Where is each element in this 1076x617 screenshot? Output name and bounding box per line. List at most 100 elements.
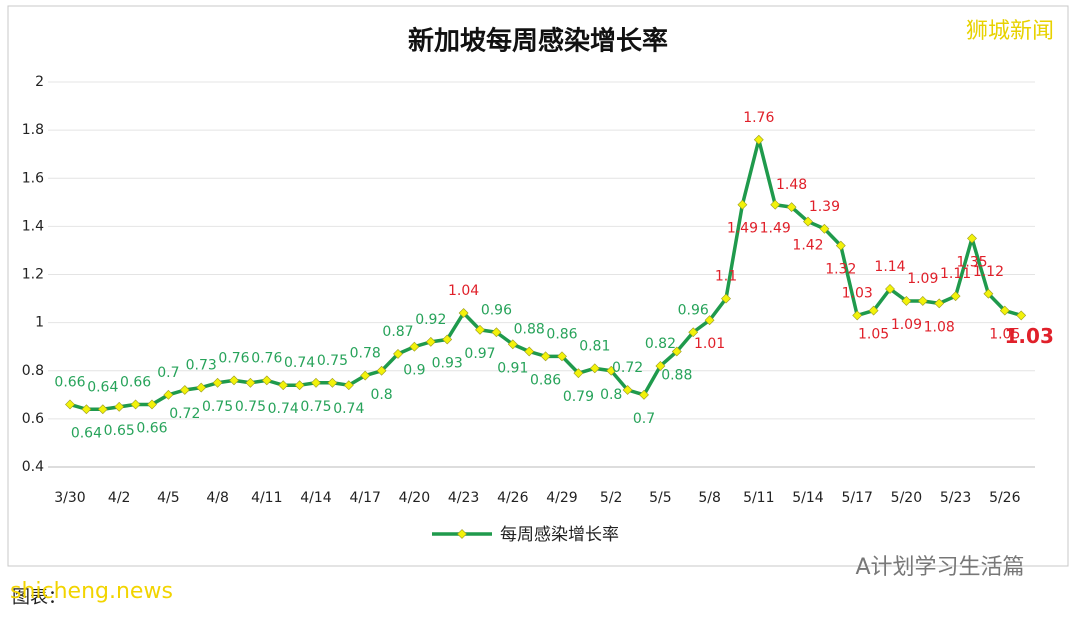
data-label: 0.64: [87, 379, 118, 395]
data-label: 1.05: [858, 327, 889, 343]
data-point: [819, 223, 830, 234]
data-label: 1.11: [940, 266, 971, 282]
data-label: 0.75: [235, 399, 266, 415]
data-point: [245, 377, 256, 388]
data-point: [327, 377, 338, 388]
data-point: [770, 199, 781, 210]
data-point: [294, 380, 305, 391]
data-label: 0.75: [202, 399, 233, 415]
x-tick-label: 4/20: [399, 490, 430, 506]
data-point: [917, 296, 928, 306]
data-label: 0.7: [633, 411, 655, 427]
data-label: 0.75: [300, 399, 331, 415]
data-point: [540, 351, 551, 362]
data-label: 0.79: [563, 389, 594, 405]
x-tick-label: 4/8: [206, 490, 229, 506]
data-point: [786, 202, 797, 213]
data-point: [65, 399, 75, 410]
footer-site: shicheng.news: [10, 579, 173, 604]
data-point: [442, 334, 453, 345]
data-point: [278, 380, 289, 391]
data-label: 1.32: [825, 262, 856, 278]
x-tick-label: 5/11: [743, 490, 774, 506]
x-tick-label: 4/11: [251, 490, 282, 506]
data-label: 0.66: [120, 374, 151, 390]
data-label: 1.76: [743, 110, 774, 126]
data-point: [1016, 310, 1027, 321]
x-tick-label: 4/5: [157, 490, 180, 506]
data-label: 0.65: [104, 423, 135, 439]
data-point: [376, 365, 387, 376]
data-point: [622, 385, 633, 395]
data-label: 0.76: [251, 350, 282, 366]
x-tick-label: 5/5: [649, 490, 672, 506]
data-point: [589, 363, 600, 374]
x-tick-label: 5/20: [891, 490, 922, 506]
data-point: [704, 315, 715, 326]
x-tick-label: 5/26: [989, 490, 1021, 506]
data-point: [557, 351, 567, 362]
data-label: 1.03: [842, 285, 873, 301]
data-label: 0.64: [71, 425, 102, 441]
data-point: [196, 382, 207, 393]
data-point: [311, 377, 321, 388]
data-label: 0.8: [370, 387, 392, 403]
data-label: 0.66: [54, 374, 85, 390]
chart-title: 新加坡每周感染增长率: [408, 26, 668, 57]
y-tick-label: 0.8: [22, 363, 44, 379]
x-tick-label: 5/23: [940, 490, 971, 506]
x-tick-label: 4/26: [497, 490, 529, 506]
x-tick-label: 4/2: [108, 490, 131, 506]
data-label: 1.49: [760, 221, 791, 237]
y-tick-label: 0.4: [22, 459, 44, 475]
data-label: 0.97: [464, 346, 495, 362]
x-tick-label: 5/2: [600, 490, 623, 506]
data-point: [934, 298, 945, 309]
x-tick-label: 5/17: [841, 490, 872, 506]
data-label: 1.14: [874, 259, 905, 275]
data-label: 0.76: [218, 350, 249, 366]
x-tick-label: 4/29: [546, 490, 577, 506]
data-point: [983, 288, 994, 299]
y-tick-label: 1.4: [22, 218, 44, 234]
data-point: [950, 291, 961, 302]
data-label: 0.74: [268, 401, 299, 417]
data-label: 0.7: [157, 365, 179, 381]
data-label: 0.74: [284, 355, 315, 371]
data-label: 0.81: [579, 338, 610, 354]
data-point: [114, 401, 125, 412]
data-point: [868, 305, 879, 316]
data-label: 1.1: [715, 269, 737, 285]
data-label: 1.09: [907, 271, 938, 287]
data-point: [229, 375, 239, 386]
data-point: [425, 336, 436, 347]
data-label: 0.82: [645, 336, 676, 352]
data-label: 0.96: [481, 302, 512, 318]
x-tick-label: 5/14: [792, 490, 824, 506]
data-point: [458, 308, 469, 318]
watermark: 狮城新闻: [966, 19, 1054, 44]
data-label: 1.42: [792, 238, 823, 254]
data-point: [507, 339, 518, 350]
x-tick-label: 4/14: [300, 490, 332, 506]
data-label: 1.35: [956, 254, 987, 270]
data-label: 0.72: [169, 406, 200, 422]
data-point: [606, 365, 617, 376]
data-label: 1.01: [694, 336, 725, 352]
data-label: 0.86: [530, 372, 561, 388]
data-label: 0.78: [350, 346, 381, 362]
legend-label: 每周感染增长率: [500, 525, 619, 545]
data-label: 0.87: [382, 324, 413, 340]
data-label: 1.05: [989, 327, 1020, 343]
data-label: 0.93: [432, 355, 463, 371]
x-tick-label: 5/8: [698, 490, 721, 506]
data-label: 1.04: [448, 283, 479, 299]
data-point: [901, 296, 912, 306]
data-point: [803, 216, 813, 227]
data-point: [491, 327, 502, 338]
x-tick-label: 4/23: [448, 490, 479, 506]
data-point: [671, 346, 682, 357]
data-point: [163, 389, 174, 400]
data-label: 1.03: [1005, 324, 1054, 348]
